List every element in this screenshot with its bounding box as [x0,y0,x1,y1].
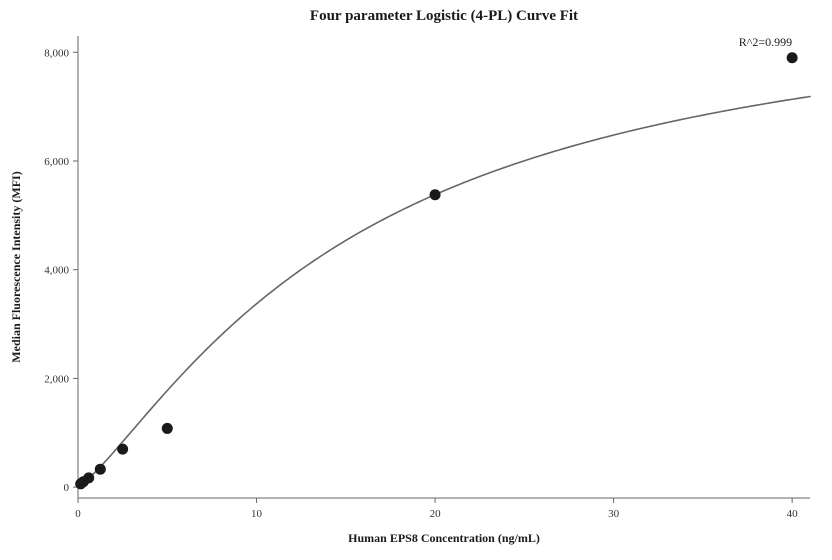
data-point [787,52,798,63]
data-point [162,423,173,434]
y-tick-label: 4,000 [44,265,69,277]
data-point [117,444,128,455]
chart-svg: Four parameter Logistic (4-PL) Curve Fit… [0,0,832,560]
y-axis-title: Median Fluorescence Intensity (MFI) [9,171,23,362]
x-tick-label: 30 [608,508,620,520]
data-point [95,464,106,475]
y-tick-label: 8,000 [44,47,69,59]
chart-container: Four parameter Logistic (4-PL) Curve Fit… [0,0,832,560]
y-tick-label: 0 [64,482,70,494]
x-axis-title: Human EPS8 Concentration (ng/mL) [348,531,540,545]
x-tick-label: 20 [430,508,442,520]
x-tick-label: 40 [787,508,799,520]
y-tick-label: 6,000 [44,156,69,168]
data-point [430,189,441,200]
x-tick-label: 10 [251,508,263,520]
r-squared-annotation: R^2=0.999 [739,35,792,49]
chart-title: Four parameter Logistic (4-PL) Curve Fit [310,8,578,24]
y-tick-label: 2,000 [44,373,69,385]
data-point [83,472,94,483]
x-tick-label: 0 [75,508,81,520]
